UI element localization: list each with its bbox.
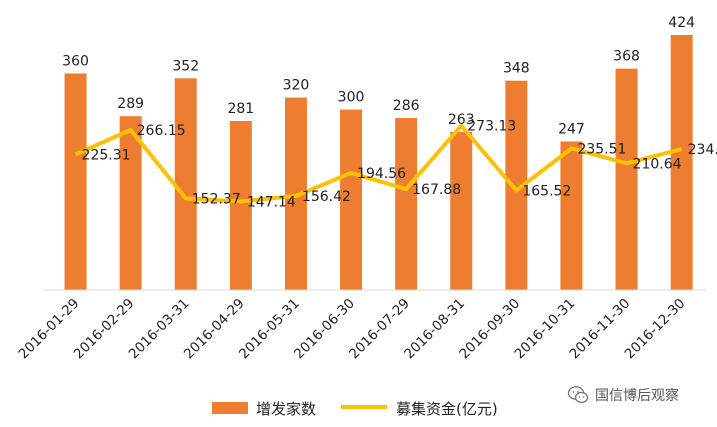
watermark-text: 国信博后观察	[595, 388, 679, 404]
bar-data-label: 352	[172, 58, 199, 74]
bar	[505, 80, 528, 290]
line-data-label: 273.13	[467, 119, 516, 135]
legend-label-bar: 增发家数	[256, 400, 316, 418]
line-data-label: 165.52	[522, 183, 571, 199]
line-data-label: 167.88	[412, 182, 461, 198]
bar-data-label: 281	[227, 101, 254, 117]
bar	[395, 117, 418, 290]
wechat-icon	[567, 386, 589, 404]
x-tick-labels: 2016-01-292016-02-292016-03-312016-04-29…	[16, 296, 689, 363]
bar-data-label: 360	[62, 53, 89, 69]
bar	[64, 73, 87, 290]
line-data-label: 235.51	[577, 141, 626, 157]
bar-data-labels: 360 289 352 281 320 300 286 263 348 247 368 424	[62, 15, 695, 137]
legend: 增发家数 募集资金(亿元)	[212, 400, 498, 418]
bar-data-label: 286	[393, 98, 420, 114]
bar-data-label: 368	[613, 49, 640, 65]
line-data-label: 225.31	[82, 147, 131, 163]
bar	[615, 68, 638, 290]
bar-data-label: 300	[338, 90, 365, 106]
bar-data-label: 263	[448, 112, 475, 128]
line-data-label: 152.37	[192, 191, 241, 207]
line-data-label: 194.56	[357, 166, 406, 182]
bar-data-label: 247	[558, 121, 585, 137]
line-data-label: 147.14	[247, 195, 296, 211]
bar-data-label: 320	[283, 78, 310, 94]
line-data-label: 234.27	[688, 142, 717, 158]
line-data-label: 210.64	[633, 156, 682, 172]
watermark: 国信博后观察	[567, 383, 679, 407]
legend-label-line: 募集资金(亿元)	[396, 400, 498, 418]
bar-data-label: 424	[668, 15, 695, 31]
bar	[340, 109, 363, 290]
line-data-labels: 225.31 266.15 152.37 147.14 156.42 194.56 167.…	[82, 119, 717, 211]
bar	[670, 35, 693, 290]
bar-data-label: 289	[117, 96, 144, 112]
bar	[560, 141, 583, 290]
legend-swatch-bar	[212, 402, 248, 414]
line-series	[74, 123, 683, 204]
bar	[119, 116, 142, 290]
line-data-label: 266.15	[137, 123, 186, 139]
bar	[229, 121, 252, 291]
bar	[174, 78, 197, 291]
bar-data-label: 348	[503, 61, 530, 77]
bar-series	[64, 35, 693, 291]
series-line	[74, 123, 683, 204]
bar	[450, 131, 473, 290]
line-data-label: 156.42	[302, 189, 351, 205]
